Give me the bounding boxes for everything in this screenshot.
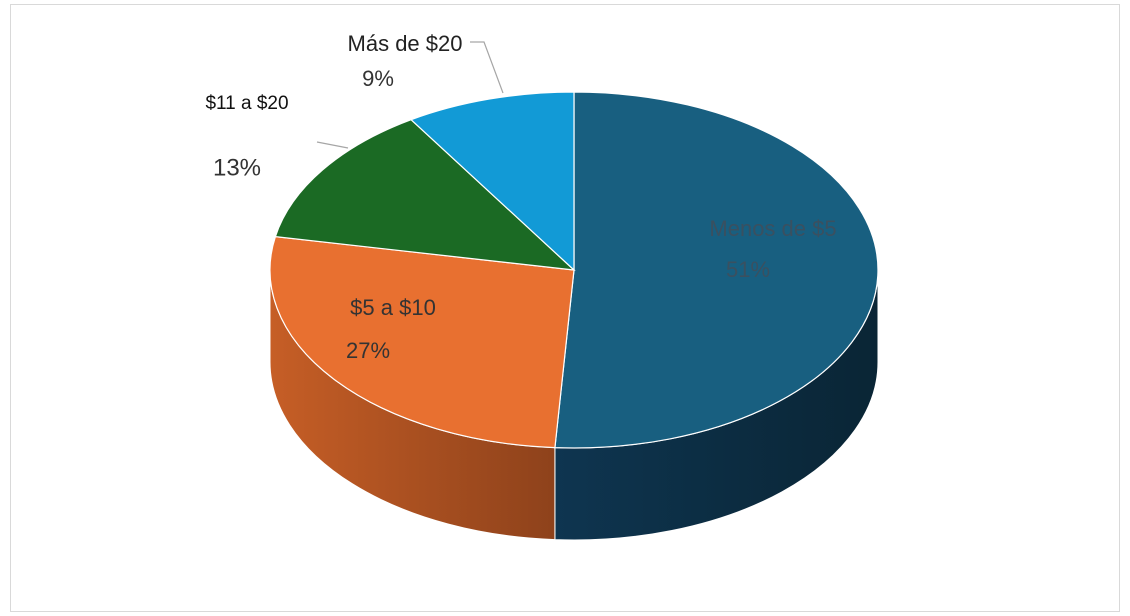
slice: [274, 119, 576, 271]
leader-line: [316, 141, 349, 149]
data-label-value: 27%: [346, 338, 390, 363]
slice: [269, 235, 575, 449]
slice: [554, 91, 879, 449]
data-label-name: Más de $20: [348, 31, 463, 56]
data-label-name: $11 a $20: [205, 93, 288, 114]
data-label-value: 51%: [726, 257, 770, 282]
slice: [409, 91, 575, 272]
data-label-name: Menos de $5: [709, 216, 836, 241]
leader-line: [470, 41, 504, 94]
data-label-value: 9%: [362, 66, 394, 91]
data-label-name: $5 a $10: [350, 295, 436, 320]
data-label-value: 13%: [213, 154, 261, 181]
